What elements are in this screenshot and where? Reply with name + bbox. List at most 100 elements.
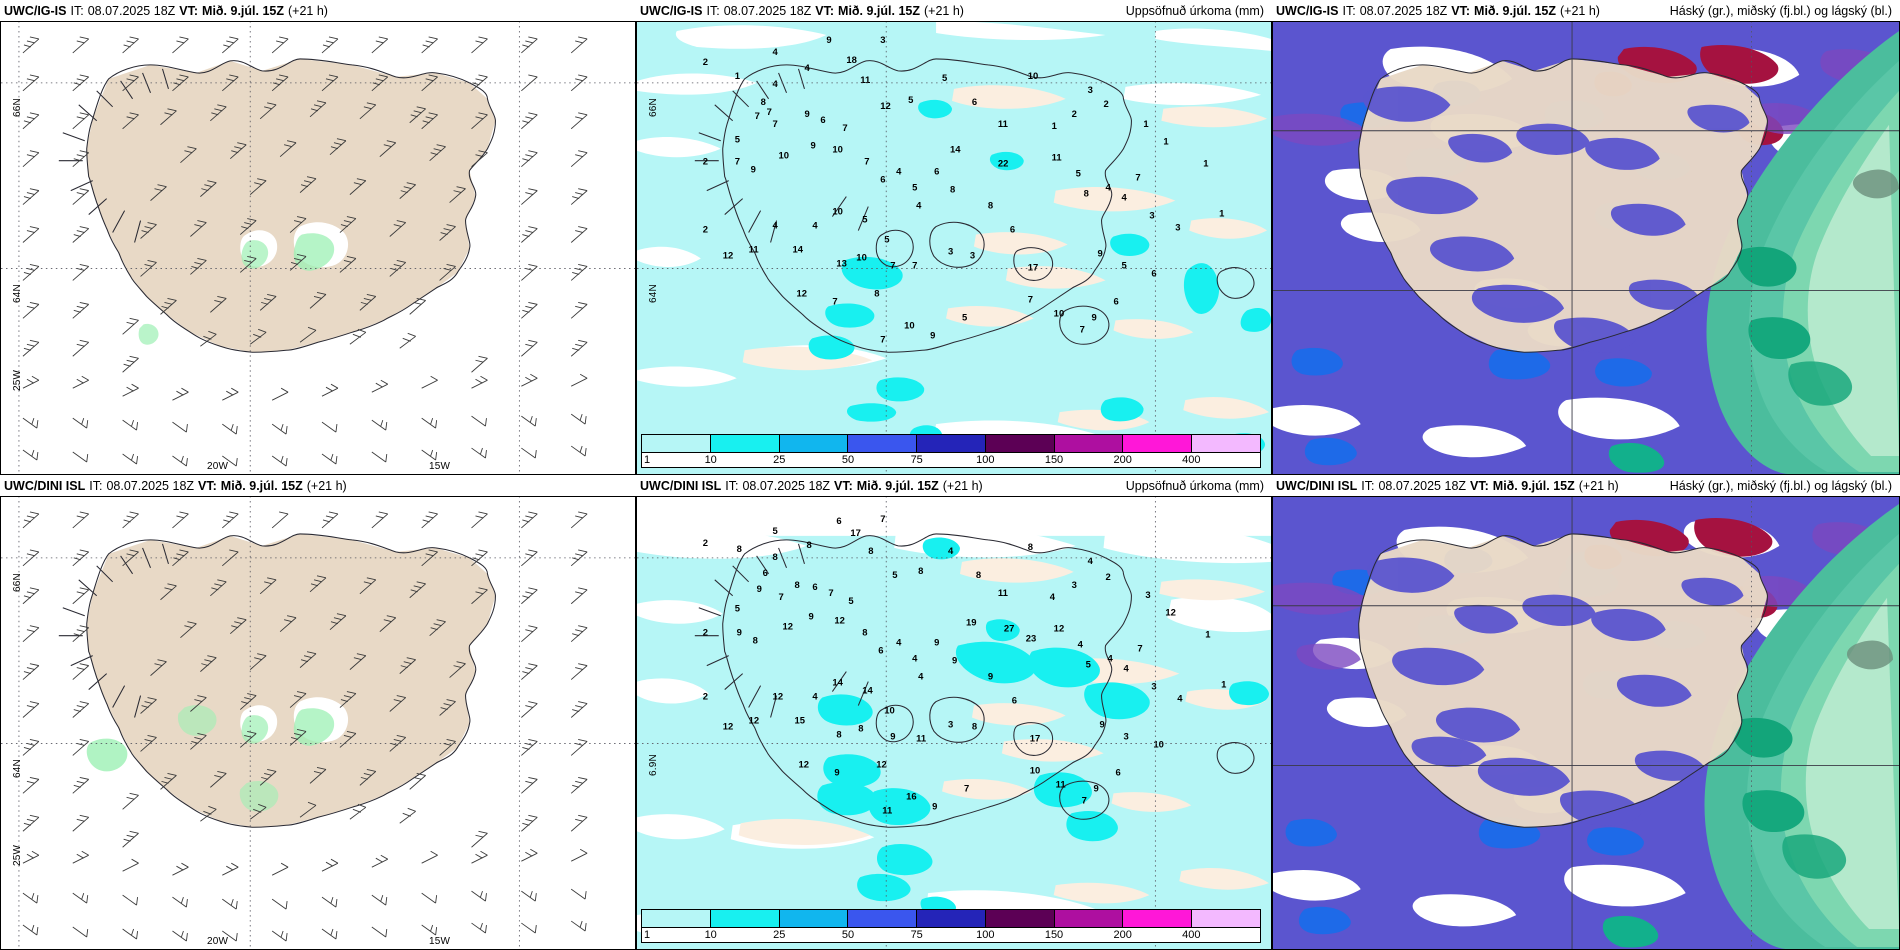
svg-text:27: 27 [1004, 624, 1015, 635]
svg-text:6: 6 [972, 97, 977, 108]
svg-text:4: 4 [804, 63, 810, 74]
colorbar-tick: 50 [841, 454, 855, 466]
svg-text:11: 11 [998, 119, 1008, 130]
it-value: 08.07.2025 18Z [1378, 478, 1467, 493]
svg-text:5: 5 [773, 526, 778, 537]
map-canvas[interactable]: 20W 15W 66N 64N 25W [0, 21, 636, 475]
wind-barb-land [140, 100, 466, 349]
map-canvas[interactable] [1272, 496, 1900, 950]
map-canvas[interactable]: 20W 15W 66N 64N 25W [0, 496, 636, 950]
vt-value: Mið. 9.júl. 15Z [838, 3, 920, 18]
fjord-lines [694, 68, 869, 243]
panel-bottom-left-wind[interactable]: UWC/DINI ISL IT: 08.07.2025 18Z VT: Mið.… [0, 475, 636, 950]
it-label: IT: [1342, 3, 1356, 18]
svg-text:6: 6 [1115, 767, 1120, 778]
panel-bottom-right-cloud[interactable]: UWC/DINI ISL IT: 08.07.2025 18Z VT: Mið.… [1272, 475, 1900, 950]
svg-text:8: 8 [918, 566, 923, 577]
it-label: IT: [70, 3, 84, 18]
svg-text:1: 1 [1163, 137, 1168, 148]
map-canvas[interactable] [1272, 21, 1900, 475]
cloud-map-svg [1273, 21, 1899, 474]
cloud-over-land [1367, 557, 1744, 827]
svg-text:11: 11 [882, 805, 892, 816]
colorbar-swatch [1054, 435, 1124, 452]
svg-text:12: 12 [773, 692, 784, 703]
colorbar-tick: 200 [1113, 454, 1132, 466]
land-fill [1358, 58, 1768, 353]
panel-top-middle-precip[interactable]: UWC/IG-IS IT: 08.07.2025 18Z VT: Mið. 9.… [636, 0, 1272, 475]
colorbar-ticks: 1 10 25 50 75 100 150 200 400 [642, 927, 1260, 943]
colorbar-tick: 75 [910, 454, 923, 466]
svg-text:6: 6 [812, 582, 817, 593]
panel-header: UWC/DINI ISL IT: 08.07.2025 18Z VT: Mið.… [636, 475, 1272, 497]
svg-text:9: 9 [737, 628, 742, 639]
svg-text:5: 5 [735, 135, 740, 146]
svg-text:11: 11 [749, 244, 759, 255]
svg-text:9: 9 [1092, 312, 1097, 323]
panel-header: UWC/IG-IS IT: 08.07.2025 18Z VT: Mið. 9.… [0, 0, 636, 22]
svg-text:3: 3 [1175, 223, 1180, 234]
svg-text:16: 16 [906, 791, 917, 802]
vt-value: Mið. 9.júl. 15Z [202, 3, 284, 18]
svg-text:2: 2 [703, 692, 708, 703]
colorbar-tick: 10 [704, 454, 717, 466]
svg-text:7: 7 [964, 783, 969, 794]
svg-text:8: 8 [1084, 189, 1089, 200]
svg-text:9: 9 [834, 767, 839, 778]
svg-text:7: 7 [773, 119, 778, 130]
svg-text:17: 17 [1030, 733, 1041, 744]
vt-value: Mið. 9.júl. 15Z [1492, 478, 1575, 493]
coastline-path [722, 533, 1132, 828]
glacier-outline-4 [1059, 305, 1110, 345]
svg-text:10: 10 [1030, 765, 1041, 776]
svg-text:4: 4 [1123, 664, 1129, 675]
vt-label: VT: [834, 478, 853, 493]
svg-text:12: 12 [723, 250, 734, 261]
wind-map-svg [1, 496, 635, 949]
colorbar-tick: 100 [976, 454, 995, 466]
model-name: UWC/IG-IS [1276, 3, 1339, 18]
colorbar-swatch [1123, 435, 1193, 452]
precip-colorbar[interactable]: 1 10 25 50 75 100 150 200 400 [641, 434, 1261, 468]
svg-text:9: 9 [810, 141, 815, 152]
svg-text:12: 12 [723, 721, 734, 732]
panel-bottom-middle-precip[interactable]: UWC/DINI ISL IT: 08.07.2025 18Z VT: Mið.… [636, 475, 1272, 950]
svg-text:8: 8 [874, 288, 879, 299]
svg-text:9: 9 [751, 165, 756, 176]
vt-label: VT: [179, 3, 199, 18]
lead-time: (+21 h) [1578, 478, 1619, 493]
svg-text:14: 14 [862, 686, 873, 697]
panel-top-left-wind[interactable]: UWC/IG-IS IT: 08.07.2025 18Z VT: Mið. 9.… [0, 0, 636, 475]
panel-header: UWC/DINI ISL IT: 08.07.2025 18Z VT: Mið.… [1272, 475, 1900, 497]
glacier-outline-2 [875, 229, 914, 268]
glacier-outline-3 [1013, 247, 1054, 281]
svg-text:9: 9 [804, 109, 809, 120]
svg-text:10: 10 [1028, 71, 1039, 82]
svg-text:3: 3 [1151, 682, 1156, 693]
svg-text:1: 1 [1221, 680, 1226, 691]
it-value: 08.07.2025 18Z [87, 3, 176, 18]
model-name: UWC/DINI ISL [4, 478, 86, 493]
axis-label-bottom-0: 20W [207, 461, 229, 472]
colorbar-tick: 150 [1044, 454, 1064, 466]
panel-top-right-cloud[interactable]: UWC/IG-IS IT: 08.07.2025 18Z VT: Mið. 9.… [1272, 0, 1900, 475]
svg-text:2: 2 [1104, 99, 1109, 110]
svg-text:9: 9 [930, 330, 935, 341]
svg-text:5: 5 [908, 95, 913, 106]
svg-text:4: 4 [1106, 183, 1112, 194]
svg-text:7: 7 [1135, 173, 1140, 184]
svg-text:7: 7 [1080, 324, 1085, 335]
colorbar-swatches [642, 910, 1261, 927]
vt-label: VT: [1470, 478, 1489, 493]
svg-text:8: 8 [858, 723, 863, 734]
svg-text:10: 10 [1054, 308, 1065, 319]
axis-label-left-0: 66N [12, 98, 23, 117]
map-inner [1273, 21, 1899, 474]
svg-text:6: 6 [1012, 696, 1017, 707]
colorbar-swatch [917, 910, 986, 927]
svg-text:12: 12 [876, 759, 887, 770]
precip-colorbar[interactable]: 1 10 25 50 75 100 150 200 400 [641, 909, 1261, 943]
